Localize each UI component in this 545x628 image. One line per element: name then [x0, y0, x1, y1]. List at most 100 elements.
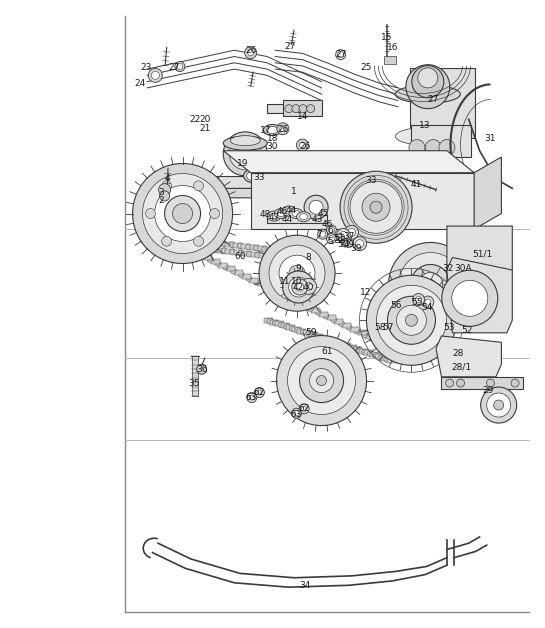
Circle shape [184, 245, 190, 251]
Circle shape [292, 298, 298, 304]
Text: 62: 62 [299, 404, 310, 413]
Circle shape [187, 244, 193, 249]
Text: 27: 27 [335, 50, 346, 58]
Circle shape [425, 299, 431, 305]
Bar [304, 304, 312, 309]
Circle shape [487, 379, 494, 387]
Circle shape [247, 50, 254, 56]
Text: 3: 3 [158, 188, 164, 197]
Circle shape [229, 138, 261, 170]
Circle shape [361, 349, 367, 355]
Circle shape [317, 376, 326, 386]
Circle shape [419, 273, 443, 296]
Text: 26: 26 [300, 142, 311, 151]
Circle shape [249, 395, 255, 400]
Circle shape [389, 242, 473, 327]
Bar [160, 233, 168, 238]
Circle shape [304, 195, 328, 219]
Ellipse shape [282, 206, 296, 216]
Circle shape [328, 338, 334, 344]
Ellipse shape [358, 172, 380, 186]
Text: 44: 44 [282, 215, 293, 224]
Text: 44: 44 [286, 206, 296, 215]
Bar [284, 256, 292, 261]
Bar [200, 246, 208, 251]
Circle shape [294, 251, 300, 256]
Ellipse shape [270, 213, 278, 219]
Bar [165, 236, 173, 241]
Text: 49: 49 [343, 241, 354, 249]
Circle shape [307, 305, 313, 311]
Bar [264, 318, 273, 323]
Circle shape [221, 241, 227, 247]
Circle shape [366, 275, 457, 365]
Ellipse shape [292, 210, 300, 217]
Text: 15: 15 [381, 33, 393, 42]
Text: 60: 60 [234, 252, 246, 261]
Text: 46: 46 [277, 207, 288, 215]
Circle shape [481, 387, 517, 423]
Text: 9: 9 [295, 264, 301, 273]
Circle shape [176, 241, 182, 247]
Text: 55: 55 [411, 298, 423, 306]
Polygon shape [447, 226, 512, 286]
Text: 21: 21 [199, 124, 210, 133]
Circle shape [199, 252, 205, 259]
Bar [365, 334, 374, 339]
Circle shape [165, 195, 201, 232]
Circle shape [289, 277, 308, 297]
Circle shape [165, 233, 171, 239]
Bar [172, 240, 181, 245]
Circle shape [253, 245, 259, 251]
Bar [326, 315, 336, 320]
Polygon shape [267, 215, 327, 223]
Bar [342, 323, 351, 328]
Bar [219, 263, 227, 268]
Text: 13: 13 [419, 121, 431, 130]
Circle shape [406, 65, 450, 109]
Circle shape [340, 232, 347, 239]
Text: 30: 30 [267, 143, 278, 151]
Circle shape [154, 239, 160, 245]
Text: 22: 22 [190, 115, 201, 124]
Ellipse shape [267, 211, 281, 221]
Bar [314, 334, 323, 339]
Text: 46: 46 [322, 220, 332, 229]
Bar [209, 247, 216, 252]
Bar [184, 244, 191, 249]
Text: 35: 35 [188, 379, 200, 387]
Bar [373, 338, 382, 343]
Circle shape [367, 351, 373, 357]
Text: 50: 50 [337, 241, 349, 249]
Bar [411, 125, 471, 157]
Circle shape [286, 249, 292, 255]
Circle shape [161, 181, 172, 191]
Bar [342, 343, 351, 348]
Ellipse shape [223, 136, 267, 150]
Text: 32: 32 [443, 264, 453, 273]
Circle shape [276, 335, 367, 426]
Bar [358, 330, 367, 335]
Text: 7: 7 [316, 230, 322, 239]
Text: 28/1: 28/1 [452, 363, 471, 372]
Circle shape [280, 126, 286, 132]
Ellipse shape [277, 210, 285, 217]
Text: 29: 29 [482, 386, 493, 395]
Polygon shape [267, 104, 305, 113]
Circle shape [278, 322, 284, 328]
Circle shape [229, 242, 235, 248]
Circle shape [285, 105, 293, 112]
Circle shape [348, 229, 355, 236]
Circle shape [300, 359, 343, 403]
Text: 57: 57 [382, 323, 394, 332]
Circle shape [289, 265, 305, 281]
Circle shape [373, 353, 379, 359]
Bar [226, 266, 235, 271]
Circle shape [271, 191, 279, 198]
Circle shape [288, 256, 294, 263]
Bar [203, 255, 212, 260]
Circle shape [412, 66, 444, 97]
Polygon shape [436, 336, 501, 377]
Circle shape [238, 271, 244, 278]
Bar [233, 243, 241, 248]
